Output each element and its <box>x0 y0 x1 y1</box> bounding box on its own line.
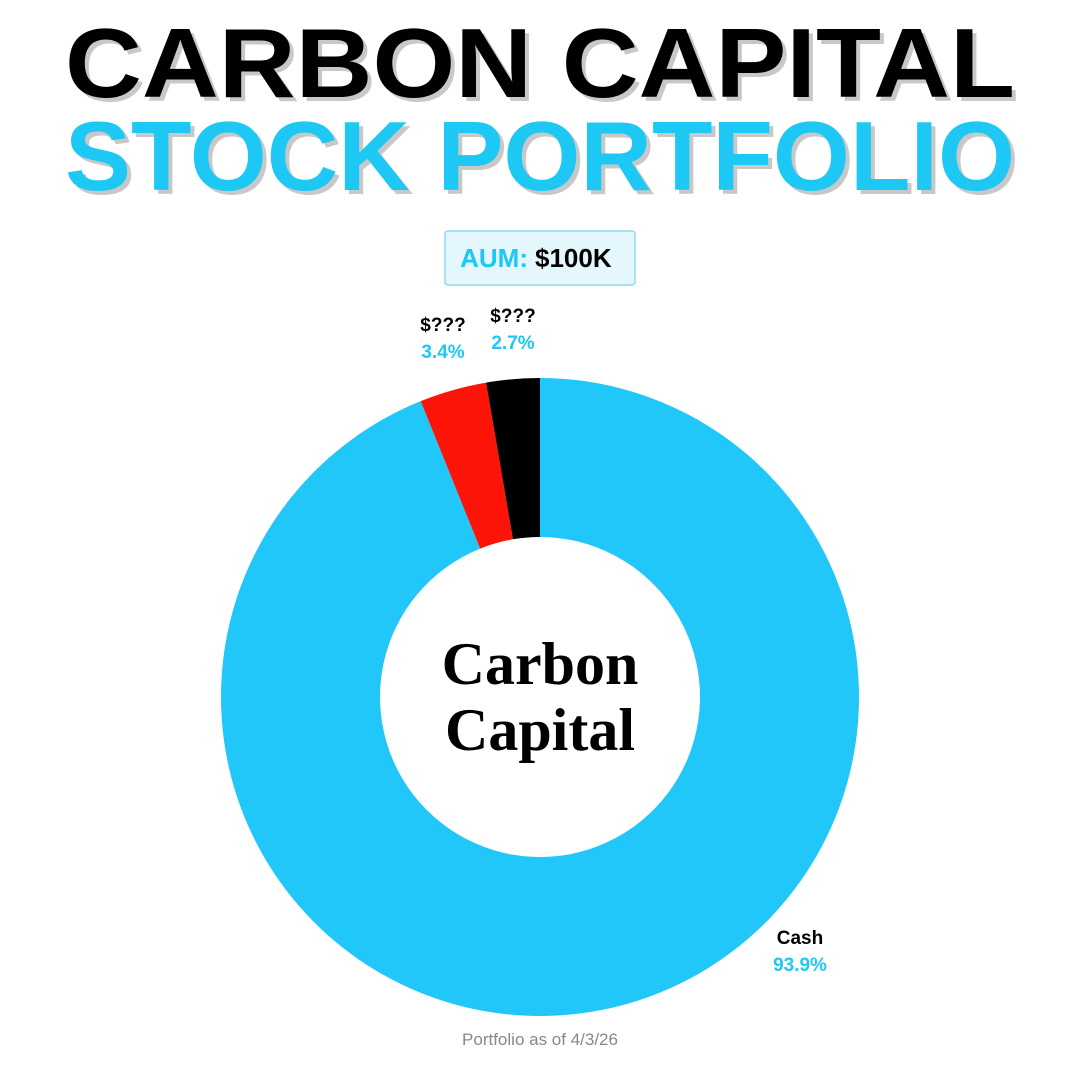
center-text: Carbon <box>442 631 639 697</box>
center-text: Capital <box>445 697 635 763</box>
donut-slice <box>220 378 859 1017</box>
slice-value-label: 2.7% <box>491 333 534 354</box>
donut-slice <box>420 382 513 549</box>
aum-box <box>444 230 636 286</box>
donut <box>220 378 859 1017</box>
footnote: Portfolio as of 4/3/26 <box>462 1030 618 1049</box>
slice-name: $??? <box>420 315 465 336</box>
chart-title: CARBON CAPITAL <box>65 8 1015 118</box>
slice-name: $??? <box>490 306 535 327</box>
slice-value-label: 93.9% <box>773 955 827 976</box>
chart-subtitle: STOCK PORTFOLIO <box>65 101 1015 211</box>
aum-value: $100K <box>535 243 612 273</box>
slice-name: Cash <box>777 928 823 949</box>
slice-value-label: 3.4% <box>421 342 464 363</box>
aum-label: AUM: <box>460 243 528 273</box>
donut-slice <box>486 378 540 540</box>
